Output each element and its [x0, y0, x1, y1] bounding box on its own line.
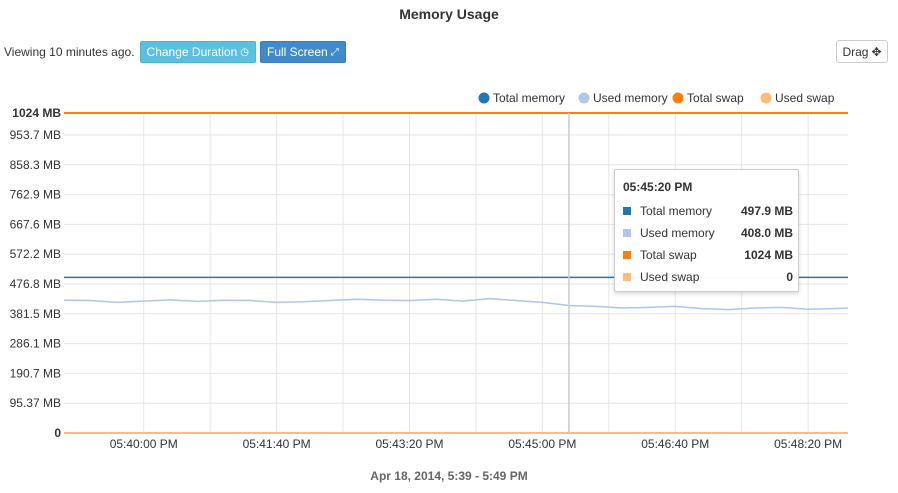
legend-label: Used memory [593, 91, 668, 105]
legend-label: Used swap [775, 91, 835, 105]
drag-button[interactable]: Drag ✥ [836, 40, 888, 63]
y-tick-label: 95.37 MB [10, 396, 61, 410]
drag-label: Drag [842, 44, 869, 59]
tooltip-time: 05:45:20 PM [623, 180, 693, 194]
series-line-used-memory [63, 297, 849, 311]
y-tick-label: 953.7 MB [10, 128, 61, 142]
expand-arrows-icon: ⤢ [330, 46, 339, 58]
legend-marker [578, 92, 590, 104]
clock-icon: ◷ [240, 46, 249, 58]
tooltip-row-total-memory: Total memory 497.9 MB [623, 203, 793, 219]
x-tick-label: 05:46:40 PM [641, 437, 709, 451]
full-screen-button[interactable]: Full Screen ⤢ [260, 41, 346, 63]
tooltip-value: 408.0 MB [740, 226, 793, 240]
full-screen-label: Full Screen [267, 45, 328, 59]
legend-marker [672, 92, 684, 104]
move-icon: ✥ [871, 44, 882, 59]
y-tick-label: 762.9 MB [10, 188, 61, 202]
y-tick-label: 858.3 MB [10, 158, 61, 172]
viewing-text: Viewing 10 minutes ago. [4, 45, 135, 59]
tooltip-row-used-memory: Used memory 408.0 MB [623, 225, 793, 241]
change-duration-label: Change Duration [146, 45, 238, 59]
tooltip-key: Used swap [640, 270, 700, 284]
y-tick-label: 190.7 MB [10, 366, 61, 380]
tooltip-value: 1024 MB [744, 248, 793, 262]
y-tick-label: 286.1 MB [10, 337, 61, 351]
tooltip-swatch [623, 207, 631, 215]
x-tick-label: 05:43:20 PM [375, 437, 443, 451]
x-tick-label: 05:41:40 PM [243, 437, 311, 451]
time-range-footer: Apr 18, 2014, 5:39 - 5:49 PM [370, 469, 528, 483]
change-duration-button[interactable]: Change Duration ◷ [139, 41, 256, 63]
tooltip-value: 497.9 MB [740, 204, 793, 218]
x-tick-label: 05:40:00 PM [110, 437, 178, 451]
tooltip-row-total-swap: Total swap 1024 MB [623, 247, 793, 263]
x-tick-label: 05:48:20 PM [774, 437, 842, 451]
y-tick-label: 381.5 MB [10, 307, 61, 321]
legend-marker [478, 92, 490, 104]
y-tick-label: 476.8 MB [10, 277, 61, 291]
tooltip-swatch [623, 273, 631, 281]
toolbar: Viewing 10 minutes ago. Change Duration … [4, 41, 350, 63]
tooltip-swatch [623, 229, 631, 237]
chart-title: Memory Usage [399, 6, 499, 22]
tooltip-key: Total swap [640, 248, 697, 262]
y-tick-label: 0 [54, 426, 61, 440]
tooltip-swatch [623, 251, 631, 259]
legend-marker [760, 92, 772, 104]
tooltip-value: 0 [786, 270, 793, 284]
tooltip-key: Total memory [640, 204, 713, 218]
tooltip-row-used-swap: Used swap 0 [623, 269, 793, 285]
legend-label: Total memory [493, 91, 565, 105]
hover-tooltip: 05:45:20 PM Total memory 497.9 MB Used m… [614, 169, 799, 292]
legend-label: Total swap [687, 91, 744, 105]
y-tick-label: 667.6 MB [10, 217, 61, 231]
x-tick-label: 05:45:00 PM [508, 437, 576, 451]
y-tick-label: 1024 MB [12, 106, 61, 120]
tooltip-key: Used memory [640, 226, 715, 240]
y-tick-label: 572.2 MB [10, 247, 61, 261]
